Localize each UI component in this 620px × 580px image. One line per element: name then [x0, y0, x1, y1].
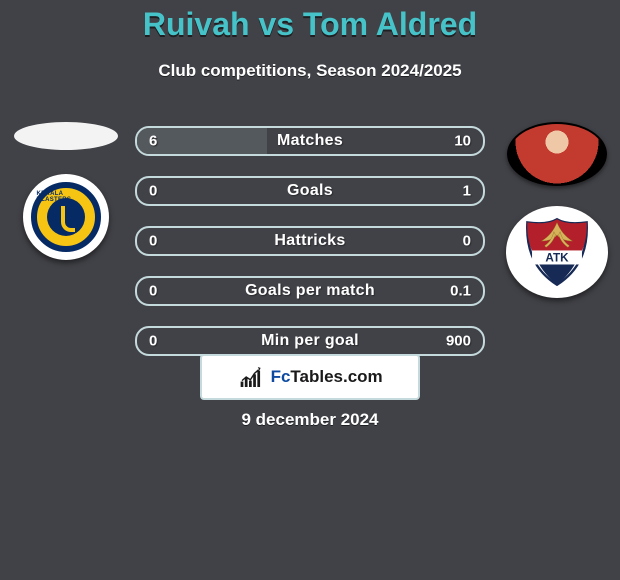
stat-row: 0 Goals 1 [135, 176, 485, 206]
stat-value-left: 0 [149, 283, 157, 300]
stat-row: 0 Goals per match 0.1 [135, 276, 485, 306]
player-right-club-badge: ATK [506, 206, 608, 298]
player-right-avatar [507, 122, 607, 186]
stat-value-right: 900 [446, 333, 471, 350]
page-title: Ruivah vs Tom Aldred [0, 0, 620, 43]
stat-value-right: 0 [463, 233, 471, 250]
brand-suffix: Tables.com [290, 367, 382, 386]
brand-prefix: Fc [271, 367, 291, 386]
bar-chart-icon [237, 367, 264, 387]
stat-value-left: 0 [149, 333, 157, 350]
kerala-blasters-logo: KERALA BLASTERS [31, 182, 101, 252]
stat-value-right: 10 [454, 133, 471, 150]
stat-row: 0 Min per goal 900 [135, 326, 485, 356]
stat-value-left: 0 [149, 183, 157, 200]
generated-date: 9 december 2024 [241, 410, 378, 430]
player-left-avatar [14, 122, 118, 150]
brand-text: FcTables.com [271, 367, 383, 387]
stat-value-left: 0 [149, 233, 157, 250]
svg-text:ATK: ATK [545, 251, 569, 264]
comparison-infographic: Ruivah vs Tom Aldred Club competitions, … [0, 0, 620, 580]
stat-label: Hattricks [274, 232, 345, 250]
stat-bars: 6Matches100Goals10Hattricks00Goals per m… [135, 126, 485, 376]
stat-value-right: 0.1 [450, 283, 471, 300]
left-player-column: KERALA BLASTERS [8, 122, 123, 260]
stat-label: Matches [277, 132, 343, 150]
stat-value-left: 6 [149, 133, 157, 150]
page-subtitle: Club competitions, Season 2024/2025 [0, 61, 620, 81]
right-player-column: ATK [499, 122, 614, 298]
stat-label: Goals per match [245, 282, 375, 300]
atk-logo: ATK [518, 216, 596, 288]
stat-row: 6 Matches 10 [135, 126, 485, 156]
stat-row: 0 Hattricks 0 [135, 226, 485, 256]
player-left-club-badge: KERALA BLASTERS [23, 174, 109, 260]
elephant-icon [47, 198, 85, 236]
stat-label: Goals [287, 182, 333, 200]
stat-label: Min per goal [261, 332, 359, 350]
stat-value-right: 1 [463, 183, 471, 200]
brand-box: FcTables.com [200, 354, 420, 400]
